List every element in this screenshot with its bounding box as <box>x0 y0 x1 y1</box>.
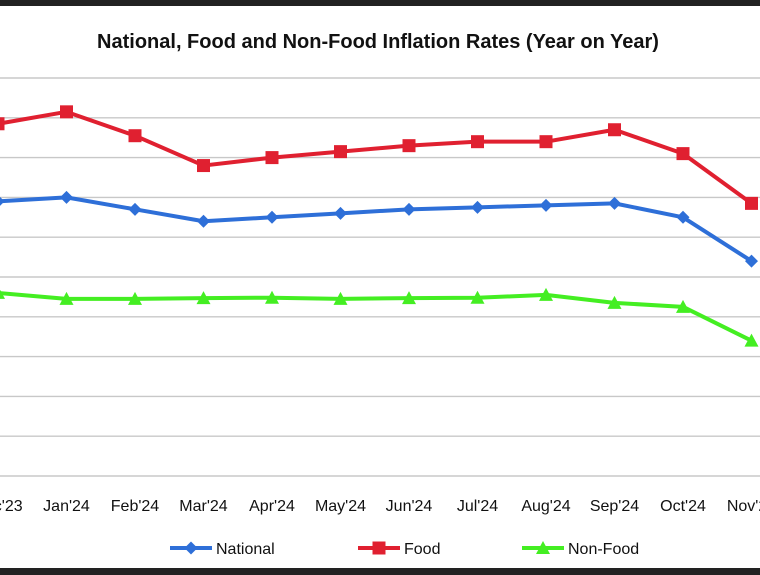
non-food-point <box>539 287 553 301</box>
national-point <box>265 210 279 224</box>
x-tick-label: Jan'24 <box>43 498 90 515</box>
food-point <box>0 117 5 131</box>
national-point <box>0 196 5 206</box>
food-point <box>608 123 621 137</box>
food-point <box>128 129 142 143</box>
chart-title: National, Food and Non-Food Inflation Ra… <box>97 31 659 53</box>
national-point <box>128 202 142 216</box>
national-point <box>197 214 210 228</box>
legend-label: Food <box>404 541 440 558</box>
non-food-point <box>676 299 690 313</box>
x-tick-label: Apr'24 <box>249 498 295 515</box>
food-series <box>0 105 758 210</box>
non-food-point <box>128 291 142 305</box>
x-tick-label: Feb'24 <box>111 498 160 515</box>
food-point <box>334 145 347 159</box>
non-food-point <box>0 289 5 299</box>
national-point <box>608 196 621 210</box>
legend-marker <box>372 541 386 555</box>
x-tick-label: Nov'24 <box>727 498 760 515</box>
food-point <box>676 147 690 161</box>
non-food-line <box>0 291 753 343</box>
non-food-series <box>0 287 759 347</box>
food-point <box>402 139 416 153</box>
legend-item-non-food: Non-Food <box>522 541 639 558</box>
non-food-point <box>607 295 622 309</box>
national-series <box>0 190 758 268</box>
legend-item-food: Food <box>358 541 440 558</box>
legend-marker <box>536 541 550 554</box>
chart-card: National, Food and Non-Food Inflation Ra… <box>0 6 760 568</box>
legend-marker <box>184 541 198 555</box>
x-tick-label: Sep'24 <box>590 498 639 515</box>
non-food-point <box>470 290 485 304</box>
x-axis-ticks: Dec'23 Jan'24 Feb'24 Mar'24 Apr'24 May'24 Jun'… <box>0 498 760 515</box>
x-tick-label: Oct'24 <box>660 498 706 515</box>
x-tick-label: May'24 <box>315 498 366 515</box>
national-line <box>0 195 753 263</box>
national-point <box>60 190 73 204</box>
x-tick-label: Aug'24 <box>521 498 570 515</box>
food-line <box>0 109 753 205</box>
food-point <box>471 135 484 149</box>
legend-label: National <box>216 541 275 558</box>
legend: National Food Non-Food <box>170 541 639 558</box>
non-food-point <box>744 333 759 347</box>
food-point <box>745 196 758 210</box>
legend-item-national: National <box>170 541 275 558</box>
series-layer <box>0 105 759 347</box>
national-point <box>402 202 416 216</box>
x-tick-label: Jun'24 <box>386 498 433 515</box>
food-point <box>265 151 279 165</box>
food-point <box>539 135 553 149</box>
x-tick-label: Jul'24 <box>457 498 498 515</box>
national-point <box>334 206 347 220</box>
gridlines <box>0 77 760 477</box>
food-point <box>197 159 210 173</box>
non-food-point <box>59 291 74 305</box>
line-chart: National, Food and Non-Food Inflation Ra… <box>0 31 760 558</box>
national-point <box>676 210 690 224</box>
legend-label: Non-Food <box>568 541 639 558</box>
non-food-point <box>333 291 348 305</box>
non-food-point <box>265 290 279 304</box>
national-point <box>471 200 484 214</box>
national-point <box>539 198 553 212</box>
food-point <box>60 105 73 119</box>
x-tick-label: Dec'23 <box>0 498 23 515</box>
x-tick-label: Mar'24 <box>179 498 228 515</box>
non-food-point <box>196 291 211 305</box>
non-food-point <box>402 291 416 305</box>
